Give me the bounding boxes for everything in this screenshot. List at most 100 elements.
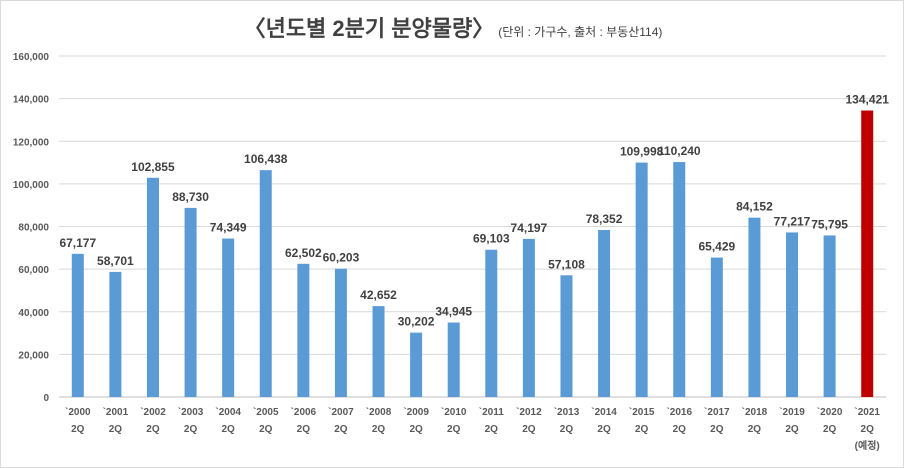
chart-title-block: 〈년도별 2분기 분양물량〉 (단위 : 가구수, 출처 : 부동산114): [1, 11, 903, 43]
x-tick-label: `2012: [516, 407, 542, 418]
x-tick-label: `2003: [178, 407, 204, 418]
x-tick-label: `2000: [65, 407, 91, 418]
bar: [560, 275, 573, 397]
x-tick-label: `2014: [591, 407, 617, 418]
data-label: 74,197: [511, 221, 548, 235]
bar: [222, 238, 235, 397]
x-tick-label: 2Q: [485, 424, 499, 435]
y-tick-label: 140,000: [13, 95, 50, 106]
data-label: 75,795: [811, 217, 848, 231]
data-label: 84,152: [736, 200, 773, 214]
x-tick-label: `2001: [103, 407, 129, 418]
x-tick-label: `2011: [479, 407, 504, 418]
data-label: 34,945: [435, 305, 472, 319]
x-tick-label: 2Q: [748, 424, 762, 435]
x-tick-label: `2020: [817, 407, 843, 418]
x-tick-label: (예정): [855, 439, 880, 452]
bar: [297, 263, 310, 397]
bar: [786, 232, 799, 397]
bar: [861, 110, 874, 397]
data-label: 88,730: [172, 190, 209, 204]
x-tick-label: 2Q: [259, 424, 273, 435]
data-label: 62,502: [285, 246, 322, 260]
x-tick-label: `2010: [441, 407, 467, 418]
chart-subtitle: (단위 : 가구수, 출처 : 부동산114): [498, 25, 663, 39]
data-label: 42,652: [360, 288, 397, 302]
data-label: 78,352: [586, 212, 623, 226]
bar: [109, 271, 122, 397]
x-tick-label: `2016: [666, 407, 692, 418]
bar: [259, 170, 272, 397]
x-tick-label: 2Q: [334, 424, 348, 435]
bar: [372, 306, 385, 397]
data-label: 106,438: [244, 152, 288, 166]
x-tick-label: 2Q: [221, 424, 235, 435]
data-label: 74,349: [210, 221, 247, 235]
data-label: 134,421: [846, 93, 890, 107]
x-tick-label: 2Q: [146, 424, 160, 435]
x-tick-label: `2005: [253, 407, 279, 418]
bar: [410, 332, 423, 397]
bar: [447, 322, 460, 397]
x-tick-label: `2015: [629, 407, 655, 418]
bar: [635, 162, 648, 397]
data-label: 58,701: [97, 254, 134, 268]
bar: [598, 230, 611, 397]
x-tick-label: 2Q: [635, 424, 649, 435]
x-tick-label: 2Q: [673, 424, 687, 435]
y-tick-label: 80,000: [18, 223, 49, 234]
x-tick-label: 2Q: [823, 424, 837, 435]
y-tick-label: 100,000: [13, 180, 50, 191]
data-label: 65,429: [698, 240, 735, 254]
y-tick-label: 120,000: [13, 137, 50, 148]
y-tick-label: 0: [43, 393, 49, 404]
x-tick-label: `2019: [779, 407, 805, 418]
x-tick-label: 2Q: [409, 424, 423, 435]
x-tick-label: 2Q: [372, 424, 386, 435]
data-label: 67,177: [59, 236, 96, 250]
bar: [673, 162, 686, 397]
bar: [71, 253, 84, 397]
x-tick-label: 2Q: [297, 424, 311, 435]
bar: [485, 249, 498, 397]
y-tick-label: 40,000: [18, 308, 49, 319]
x-tick-label: `2017: [704, 407, 730, 418]
bar: [334, 268, 347, 397]
x-tick-label: `2002: [140, 407, 166, 418]
x-tick-label: 2Q: [560, 424, 574, 435]
data-label: 102,855: [131, 160, 175, 174]
bar: [184, 207, 197, 397]
x-tick-label: 2Q: [710, 424, 724, 435]
x-tick-label: 2Q: [597, 424, 611, 435]
x-tick-label: 2Q: [447, 424, 461, 435]
data-label: 57,108: [548, 257, 585, 271]
x-tick-label: 2Q: [861, 424, 875, 435]
data-label: 77,217: [774, 214, 811, 228]
data-label: 110,240: [658, 144, 701, 158]
chart-title: 〈년도별 2분기 분양물량〉: [243, 16, 495, 41]
x-tick-label: `2007: [328, 407, 354, 418]
bar: [522, 238, 535, 397]
x-tick-label: `2013: [554, 407, 580, 418]
data-label: 109,998: [620, 145, 664, 159]
x-tick-label: 2Q: [785, 424, 799, 435]
x-tick-label: `2008: [366, 407, 392, 418]
bar: [823, 235, 836, 397]
data-label: 60,203: [323, 251, 360, 265]
x-tick-label: 2Q: [522, 424, 536, 435]
y-tick-label: 20,000: [18, 350, 49, 361]
bar: [748, 217, 761, 397]
data-label: 69,103: [473, 232, 510, 246]
y-tick-label: 160,000: [13, 52, 50, 63]
x-tick-label: `2006: [291, 407, 317, 418]
x-tick-label: `2021: [854, 407, 880, 418]
x-tick-label: 2Q: [184, 424, 198, 435]
bar: [710, 257, 723, 397]
y-tick-label: 60,000: [18, 265, 49, 276]
bar: [146, 177, 159, 397]
x-tick-label: `2004: [215, 407, 241, 418]
x-tick-label: `2018: [742, 407, 768, 418]
x-tick-label: `2009: [403, 407, 429, 418]
